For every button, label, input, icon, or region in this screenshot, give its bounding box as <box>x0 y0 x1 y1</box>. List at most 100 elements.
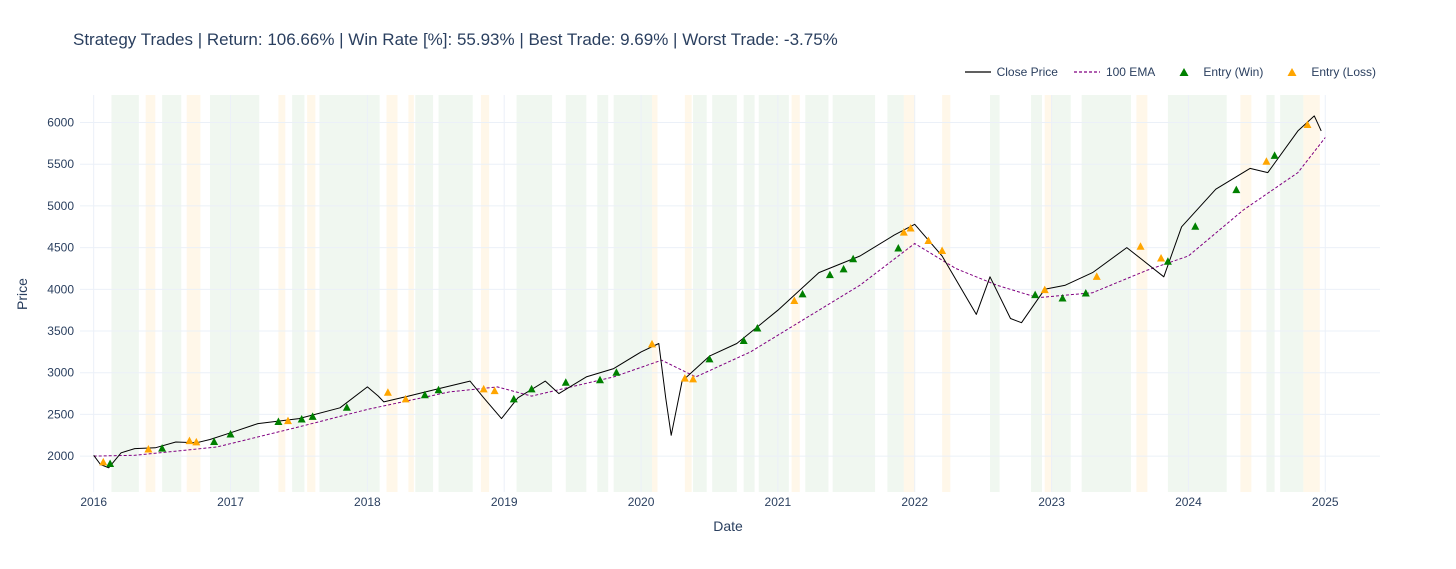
entry-win-marker[interactable] <box>1163 257 1172 265</box>
entry-win-marker[interactable] <box>297 414 306 423</box>
y-tick-label: 6000 <box>47 116 74 130</box>
entry-loss-marker[interactable] <box>1303 120 1312 129</box>
loss-period-band <box>307 95 316 492</box>
close-price-line <box>93 115 1322 469</box>
entry-win-marker[interactable] <box>753 324 762 332</box>
entry-loss-marker[interactable] <box>99 457 108 466</box>
ema-dash-line-icon <box>1073 71 1100 73</box>
entry-win-marker[interactable] <box>527 384 536 393</box>
loss-period-band <box>1044 95 1052 492</box>
loss-period-band <box>1303 95 1320 492</box>
x-axis-ticks: 2016 2017 2018 2019 2020 2021 2022 2023 2024 2025 <box>80 495 1339 509</box>
loss-period-band <box>1136 95 1148 492</box>
entry-loss-marker[interactable] <box>680 374 689 382</box>
entry-win-marker[interactable] <box>596 375 604 384</box>
y-tick-label: 5000 <box>47 199 74 213</box>
entry-loss-marker[interactable] <box>689 374 698 383</box>
entry-loss-marker[interactable] <box>906 223 915 232</box>
legend-item-100-ema[interactable]: 100 EMA <box>1073 65 1155 79</box>
win-period-band <box>805 95 829 492</box>
x-tick-label: 2018 <box>354 495 381 509</box>
entry-win-marker[interactable] <box>509 394 518 403</box>
win-period-band <box>1167 95 1227 492</box>
entry-win-marker[interactable] <box>308 412 317 420</box>
entry-loss-marker[interactable] <box>284 416 292 425</box>
entry-win-marker[interactable] <box>798 289 807 298</box>
win-period-band <box>1081 95 1131 492</box>
legend[interactable]: Close Price 100 EMA Entry (Win) Entry (L… <box>964 65 1376 79</box>
y-tick-label: 3500 <box>47 324 74 338</box>
entry-loss-marker[interactable] <box>899 228 908 236</box>
entry-win-marker[interactable] <box>226 429 235 438</box>
win-period-band <box>1280 95 1304 492</box>
entry-loss-marker[interactable] <box>490 386 499 395</box>
close-price-series <box>93 115 1322 469</box>
entry-loss-marker[interactable] <box>938 246 947 254</box>
win-period-band <box>832 95 876 492</box>
loss-period-band <box>408 95 414 492</box>
entry-loss-marker[interactable] <box>790 296 799 305</box>
entry-loss-marker[interactable] <box>192 437 201 446</box>
entry-win-marker[interactable] <box>849 254 858 263</box>
entry-win-marker[interactable] <box>1232 185 1241 194</box>
entry-win-marker[interactable] <box>705 354 714 363</box>
entry-loss-marker[interactable] <box>401 394 410 403</box>
entry-loss-marker[interactable] <box>144 444 153 453</box>
entry-win-marker[interactable] <box>1081 289 1090 297</box>
entry-win-marker[interactable] <box>1031 290 1040 299</box>
loss-period-band <box>386 95 398 492</box>
y-tick-label: 4000 <box>47 282 74 296</box>
x-tick-label: 2023 <box>1038 495 1065 509</box>
x-axis-label: Date <box>713 518 743 534</box>
entry-win-marker[interactable] <box>106 459 115 468</box>
ema-100-line <box>93 137 1326 457</box>
legend-item-entry-win[interactable]: Entry (Win) <box>1171 65 1263 79</box>
legend-item-entry-loss[interactable]: Entry (Loss) <box>1279 65 1376 79</box>
win-period-band <box>613 95 652 492</box>
entry-loss-marker[interactable] <box>1157 253 1166 262</box>
entry-win-marker[interactable] <box>894 243 903 252</box>
entry-win-marker[interactable] <box>210 437 219 445</box>
entry-win-marker[interactable] <box>1270 151 1279 159</box>
chart-title: Strategy Trades | Return: 106.66% | Win … <box>73 30 838 49</box>
x-tick-label: 2024 <box>1175 495 1202 509</box>
legend-label: Entry (Win) <box>1203 65 1264 79</box>
entry-win-marker[interactable] <box>1058 294 1067 302</box>
loss-period-band <box>186 95 201 492</box>
entry-loss-marker[interactable] <box>1040 285 1049 294</box>
entry-win-marker[interactable] <box>158 444 167 452</box>
entry-loss-marker[interactable] <box>185 436 194 445</box>
entry-win-marker[interactable] <box>561 378 570 386</box>
win-period-band <box>162 95 182 492</box>
win-period-band <box>743 95 755 492</box>
entry-loss-marker[interactable] <box>648 339 656 348</box>
entry-win-marker[interactable] <box>420 390 429 399</box>
legend-item-close-price[interactable]: Close Price <box>964 65 1058 79</box>
entry-loss-marker[interactable] <box>1136 242 1145 250</box>
entry-loss-marker[interactable] <box>924 236 933 244</box>
entry-win-marker[interactable] <box>825 270 834 279</box>
entry-loss-marker[interactable] <box>1092 272 1101 280</box>
loss-period-band <box>1240 95 1252 492</box>
entry-win-marker[interactable] <box>1191 222 1200 230</box>
win-period-band <box>516 95 553 492</box>
entry-win-marker[interactable] <box>434 385 443 394</box>
entry-win-marker[interactable] <box>342 403 351 411</box>
win-period-band <box>210 95 260 492</box>
win-period-band <box>990 95 1000 492</box>
ema-series <box>93 137 1326 457</box>
entry-win-marker[interactable] <box>739 336 748 345</box>
entry-win-marker[interactable] <box>274 417 283 425</box>
y-tick-label: 2000 <box>47 449 74 463</box>
win-period-band <box>292 95 305 492</box>
win-period-band <box>111 95 139 492</box>
entry-loss-marker[interactable] <box>479 384 488 393</box>
entry-win-marker[interactable] <box>612 368 621 376</box>
y-axis-ticks: 2000 2500 3000 3500 4000 4500 5000 5500 6000 <box>47 116 74 464</box>
entry-win-marker[interactable] <box>839 264 848 273</box>
entry-loss-marker[interactable] <box>383 388 392 396</box>
y-tick-label: 3000 <box>47 366 74 380</box>
entry-loss-marker[interactable] <box>1262 157 1271 165</box>
x-tick-label: 2020 <box>628 495 655 509</box>
